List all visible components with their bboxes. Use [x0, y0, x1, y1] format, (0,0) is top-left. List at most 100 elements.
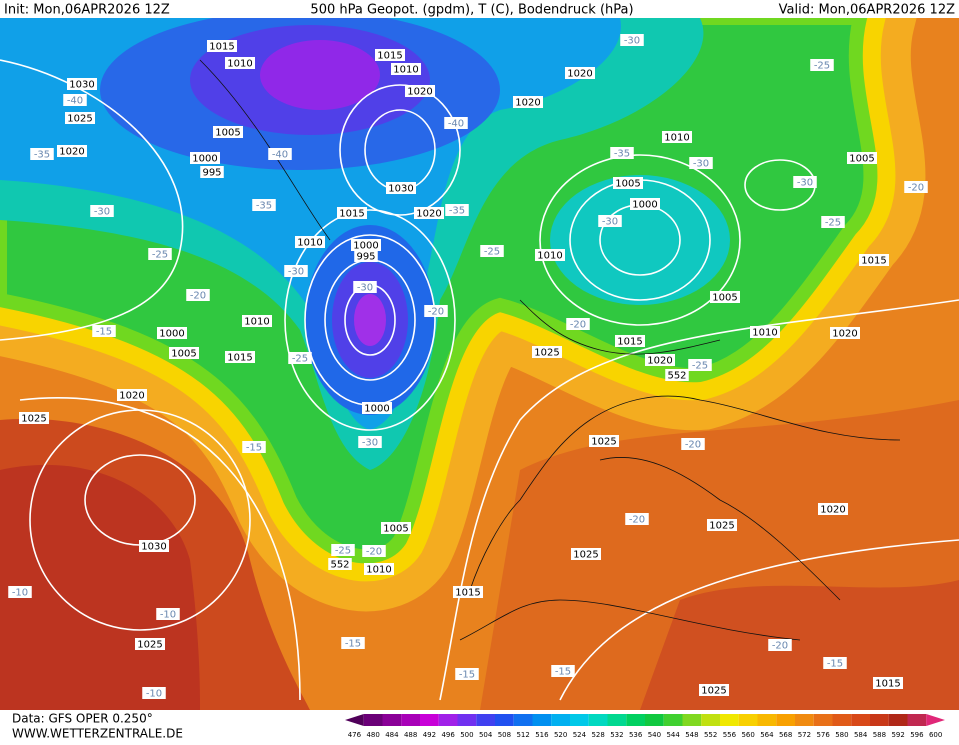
- isobar-label: 1025: [67, 114, 92, 125]
- isobar-label: 1010: [393, 65, 418, 76]
- isobar-label: 1025: [591, 437, 616, 448]
- colorbar-label: 556: [723, 731, 737, 739]
- isobar-label-box: [213, 126, 243, 138]
- isobar-label: 1030: [69, 80, 94, 91]
- isobar-label: 1000: [159, 329, 184, 340]
- isobar-label: 1015: [209, 42, 234, 53]
- isobar-label: 1010: [244, 317, 269, 328]
- isobar-label: 1025: [534, 348, 559, 359]
- temperature-label-box: [551, 665, 575, 677]
- isobar-label-box: [405, 85, 435, 97]
- isobar-label-box: [381, 522, 411, 534]
- colorbar-label: 476: [348, 731, 362, 739]
- temperature-label-box: [156, 608, 180, 620]
- isobar-label: 1000: [192, 154, 217, 165]
- temperature-label: -20: [570, 320, 586, 331]
- temperature-label-box: [30, 148, 54, 160]
- colorbar-swatch: [720, 714, 739, 726]
- temperature-label: -35: [449, 206, 465, 217]
- temperature-label: -30: [288, 267, 304, 278]
- temperature-label-box: [90, 205, 114, 217]
- isobar-label-box: [135, 638, 165, 650]
- isobar-label-box: [589, 435, 619, 447]
- isobar-label: 1010: [752, 328, 777, 339]
- colorbar-swatch: [626, 714, 645, 726]
- colorbar-label: 572: [798, 731, 811, 739]
- colorbar-swatch: [532, 714, 552, 726]
- isobar-label-box: [662, 131, 692, 143]
- colorbar-swatch: [888, 714, 908, 726]
- isobar-label-box: [707, 519, 737, 531]
- isobar-label: 1010: [366, 565, 391, 576]
- temperature-label-box: [566, 318, 590, 330]
- colorbar-label: 544: [666, 731, 680, 739]
- colorbar-swatch: [607, 714, 627, 726]
- colorbar-swatch: [588, 714, 608, 726]
- temperature-label: -15: [345, 639, 361, 650]
- isobar-label-box: [565, 67, 595, 79]
- valid-time: Valid: Mon,06APR2026 12Z: [779, 3, 955, 18]
- colorbar-label: 524: [573, 731, 587, 739]
- colorbar-label: 508: [498, 731, 511, 739]
- colorbar-label: 520: [554, 731, 567, 739]
- isobar-label: 1030: [141, 542, 166, 553]
- temperature-label-box: [186, 289, 210, 301]
- temperature-label: -35: [256, 201, 272, 212]
- temperature-label: -30: [624, 36, 640, 47]
- colorbar-swatch: [701, 714, 720, 726]
- temperature-label-box: [688, 359, 712, 371]
- isobar-label: 1000: [353, 241, 378, 252]
- colorbar-swatch: [738, 714, 758, 726]
- temperature-label: -20: [190, 291, 206, 302]
- colorbar-swatch: [795, 714, 814, 726]
- colorbar-label: 512: [516, 731, 529, 739]
- colorbar-swatch: [457, 714, 477, 726]
- isobar-label-box: [665, 369, 689, 381]
- temperature-label: -20: [772, 641, 788, 652]
- temperature-label: -25: [292, 354, 308, 365]
- temperature-label: -20: [629, 515, 645, 526]
- temperature-label: -15: [555, 667, 571, 678]
- temperature-label: -30: [693, 159, 709, 170]
- isobar-label-box: [67, 78, 97, 90]
- temperature-label-box: [821, 216, 845, 228]
- temperature-label-box: [242, 441, 266, 453]
- isobar-label: 1005: [383, 524, 408, 535]
- temperature-label-box: [148, 248, 172, 260]
- colorbar-label: 480: [366, 731, 379, 739]
- temperature-label: -10: [146, 689, 162, 700]
- low-east: [550, 175, 730, 305]
- colorbar-label: 548: [685, 731, 698, 739]
- data-source: Data: GFS OPER 0.250°: [12, 712, 153, 726]
- colorbar-swatch: [363, 714, 383, 726]
- isobar-label: 995: [356, 252, 375, 263]
- temperature-label-box: [92, 325, 116, 337]
- colorbar-swatch: [851, 714, 870, 726]
- isobar-label-box: [157, 327, 187, 339]
- isobar-label-box: [328, 558, 352, 570]
- polar-center: [260, 40, 380, 110]
- temperature-label: -20: [685, 440, 701, 451]
- colorbar-swatch: [513, 714, 533, 726]
- isobar-label-box: [750, 326, 780, 338]
- isobar-label: 1025: [701, 686, 726, 697]
- colorbar-label: 560: [741, 731, 754, 739]
- isobar-label-box: [571, 548, 601, 560]
- temperature-label: -25: [484, 247, 500, 258]
- isobar-label: 1020: [515, 98, 540, 109]
- isobar-label: 1020: [820, 505, 845, 516]
- temperature-label: -25: [692, 361, 708, 372]
- init-time: Init: Mon,06APR2026 12Z: [4, 3, 170, 18]
- colorbar-swatch: [495, 714, 514, 726]
- isobar-label: 1015: [875, 679, 900, 690]
- temperature-label: -15: [246, 443, 262, 454]
- isobar-label: 995: [202, 168, 221, 179]
- isobar-label: 1010: [227, 59, 252, 70]
- isobar-label-box: [117, 389, 147, 401]
- isobar-label: 1020: [59, 147, 84, 158]
- hot-east: [640, 580, 959, 710]
- temperature-label-box: [268, 148, 292, 160]
- map-labels: 1015 1010 1015 1010 1030 1020 1020 1020 1025 1005…: [8, 34, 928, 700]
- isobar-label-box: [535, 249, 565, 261]
- isobar-label-box: [351, 239, 381, 251]
